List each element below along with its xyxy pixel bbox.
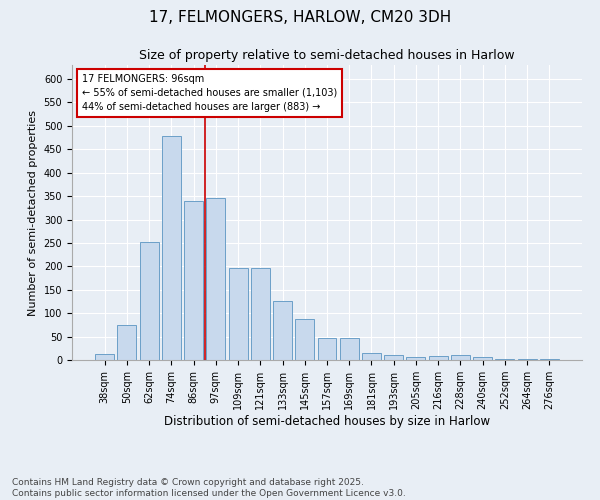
Bar bbox=[95, 354, 114, 360]
Title: Size of property relative to semi-detached houses in Harlow: Size of property relative to semi-detach… bbox=[139, 50, 515, 62]
Bar bbox=[140, 242, 158, 360]
Bar bbox=[273, 300, 292, 360]
Bar bbox=[317, 338, 337, 360]
Bar bbox=[406, 356, 425, 360]
Bar bbox=[496, 358, 514, 360]
Bar bbox=[384, 356, 403, 360]
Bar bbox=[184, 201, 203, 360]
Bar bbox=[518, 359, 536, 360]
Bar bbox=[473, 357, 492, 360]
Bar bbox=[429, 356, 448, 360]
Bar bbox=[451, 356, 470, 360]
X-axis label: Distribution of semi-detached houses by size in Harlow: Distribution of semi-detached houses by … bbox=[164, 415, 490, 428]
Bar bbox=[540, 358, 559, 360]
Bar bbox=[118, 325, 136, 360]
Bar bbox=[206, 198, 225, 360]
Bar bbox=[251, 268, 270, 360]
Bar bbox=[229, 268, 248, 360]
Y-axis label: Number of semi-detached properties: Number of semi-detached properties bbox=[28, 110, 38, 316]
Text: Contains HM Land Registry data © Crown copyright and database right 2025.
Contai: Contains HM Land Registry data © Crown c… bbox=[12, 478, 406, 498]
Text: 17 FELMONGERS: 96sqm
← 55% of semi-detached houses are smaller (1,103)
44% of se: 17 FELMONGERS: 96sqm ← 55% of semi-detac… bbox=[82, 74, 337, 112]
Bar bbox=[295, 320, 314, 360]
Text: 17, FELMONGERS, HARLOW, CM20 3DH: 17, FELMONGERS, HARLOW, CM20 3DH bbox=[149, 10, 451, 25]
Bar bbox=[162, 136, 181, 360]
Bar bbox=[340, 338, 359, 360]
Bar bbox=[362, 353, 381, 360]
